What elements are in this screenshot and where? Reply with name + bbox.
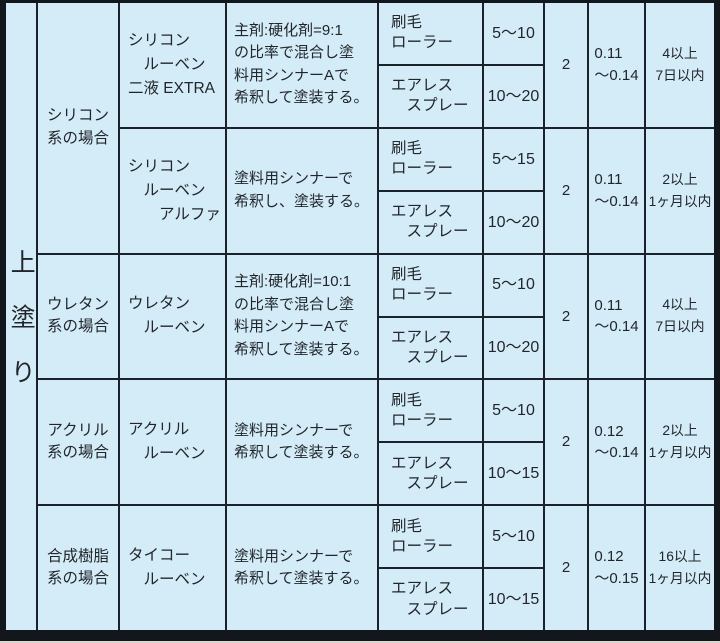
- dilution-rate-cell: 10〜20: [484, 65, 543, 127]
- product-name-cell: シリコン ルーベン アルファ: [120, 128, 225, 253]
- category-cell-urethane: ウレタン 系の場合: [38, 254, 118, 379]
- dilution-rate-cell: 5〜10: [484, 254, 543, 316]
- product-name-cell: シリコン ルーベン 二液 EXTRA: [120, 3, 225, 127]
- mixing-instructions-cell: 塗料用シンナーで 希釈して塗装する。: [227, 380, 377, 505]
- dilution-rate-cell: 5〜10: [484, 3, 543, 64]
- recoat-interval-cell: 16以上 1ヶ月以内: [646, 506, 714, 630]
- application-method-cell: エアレス スプレー: [379, 191, 482, 253]
- application-method-cell: エアレス スプレー: [379, 443, 482, 505]
- category-cell-acrylic: アクリル 系の場合: [38, 380, 118, 505]
- coverage-amount-cell: 0.11 〜0.14: [589, 254, 644, 379]
- coverage-amount-cell: 0.12 〜0.15: [589, 506, 644, 630]
- coverage-amount-cell: 0.11 〜0.14: [589, 128, 644, 253]
- product-name-cell: ウレタン ルーベン: [120, 254, 225, 379]
- mixing-instructions-cell: 主剤:硬化剤=9:1 の比率で混合し塗 料用シンナーAで 希釈して塗装する。: [227, 3, 377, 127]
- application-method-cell: エアレス スプレー: [379, 317, 482, 379]
- recoat-interval-cell: 4以上 7日以内: [646, 3, 714, 127]
- coat-count-cell: 2: [545, 380, 587, 505]
- application-method-cell: 刷毛 ローラー: [379, 380, 482, 442]
- dilution-rate-cell: 5〜10: [484, 506, 543, 568]
- product-name-cell: アクリル ルーベン: [120, 380, 225, 505]
- application-method-cell: 刷毛 ローラー: [379, 128, 482, 190]
- coat-count-cell: 2: [545, 506, 587, 630]
- category-cell-silicone: シリコン 系の場合: [38, 3, 118, 253]
- application-method-cell: 刷毛 ローラー: [379, 506, 482, 568]
- category-cell-synthetic-resin: 合成樹脂 系の場合: [38, 506, 118, 630]
- application-method-cell: 刷毛 ローラー: [379, 3, 482, 64]
- coat-count-cell: 2: [545, 128, 587, 253]
- coverage-amount-cell: 0.12 〜0.14: [589, 380, 644, 505]
- application-method-cell: 刷毛 ローラー: [379, 254, 482, 316]
- coverage-amount-cell: 0.11 〜0.14: [589, 3, 644, 127]
- mixing-instructions-cell: 主剤:硬化剤=10:1 の比率で混合し塗 料用シンナーAで 希釈して塗装する。: [227, 254, 377, 379]
- coat-count-cell: 2: [545, 3, 587, 127]
- recoat-interval-cell: 4以上 7日以内: [646, 254, 714, 379]
- dilution-rate-cell: 10〜20: [484, 191, 543, 253]
- recoat-interval-cell: 2以上 1ヶ月以内: [646, 128, 714, 253]
- application-method-cell: エアレス スプレー: [379, 65, 482, 127]
- application-method-cell: エアレス スプレー: [379, 569, 482, 630]
- mixing-instructions-cell: 塗料用シンナーで 希釈し、塗装する。: [227, 128, 377, 253]
- dilution-rate-cell: 10〜20: [484, 317, 543, 379]
- side-label-topcoat: 上塗り: [6, 3, 36, 630]
- dilution-rate-cell: 5〜10: [484, 380, 543, 442]
- coat-count-cell: 2: [545, 254, 587, 379]
- product-name-cell: タイコー ルーベン: [120, 506, 225, 630]
- dilution-rate-cell: 10〜15: [484, 569, 543, 630]
- mixing-instructions-cell: 塗料用シンナーで 希釈して塗装する。: [227, 506, 377, 630]
- dilution-rate-cell: 10〜15: [484, 443, 543, 505]
- dilution-rate-cell: 5〜15: [484, 128, 543, 190]
- recoat-interval-cell: 2以上 1ヶ月以内: [646, 380, 714, 505]
